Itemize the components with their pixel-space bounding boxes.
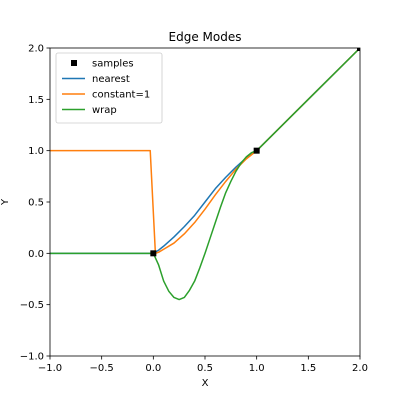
y-axis-label: Y [0,198,11,206]
x-tick-label: −1.0 [38,363,62,374]
legend: samples nearest constant=1 wrap [55,52,163,124]
x-tick-label: 1.5 [300,363,316,374]
axis-ticks: −1.0 −0.5 0.0 0.5 1.0 1.5 2.0 −1.0 −0.5 0.0 0.5 1.0… [20,44,368,375]
legend-label-nearest: nearest [92,74,130,85]
chart-title: Edge Modes [169,30,242,44]
x-tick-label: 0.5 [197,363,213,374]
sample-marker [357,48,360,51]
legend-marker-samples [71,60,77,66]
y-tick-label: −1.0 [20,352,44,363]
sample-marker [253,147,260,154]
plot-area [50,48,360,301]
y-tick-label: 1.5 [28,95,44,106]
x-tick-label: 1.0 [249,363,265,374]
legend-label-constant-1: constant=1 [92,90,150,101]
series-line-wrap [50,48,360,301]
x-tick-label: 2.0 [352,363,368,374]
y-tick-label: −0.5 [20,300,44,311]
x-tick-label: 0.0 [145,363,161,374]
y-tick-label: 0.0 [28,249,44,260]
y-tick-label: 2.0 [28,44,44,55]
legend-box [55,52,163,124]
y-tick-label: 1.0 [28,146,44,157]
legend-label-wrap: wrap [92,105,117,116]
x-tick-label: −0.5 [90,363,114,374]
series-line-constant-1 [50,48,360,255]
legend-label-samples: samples [92,59,134,70]
y-tick-label: 0.5 [28,198,44,209]
x-axis-label: X [202,378,209,389]
sample-marker [150,250,157,257]
